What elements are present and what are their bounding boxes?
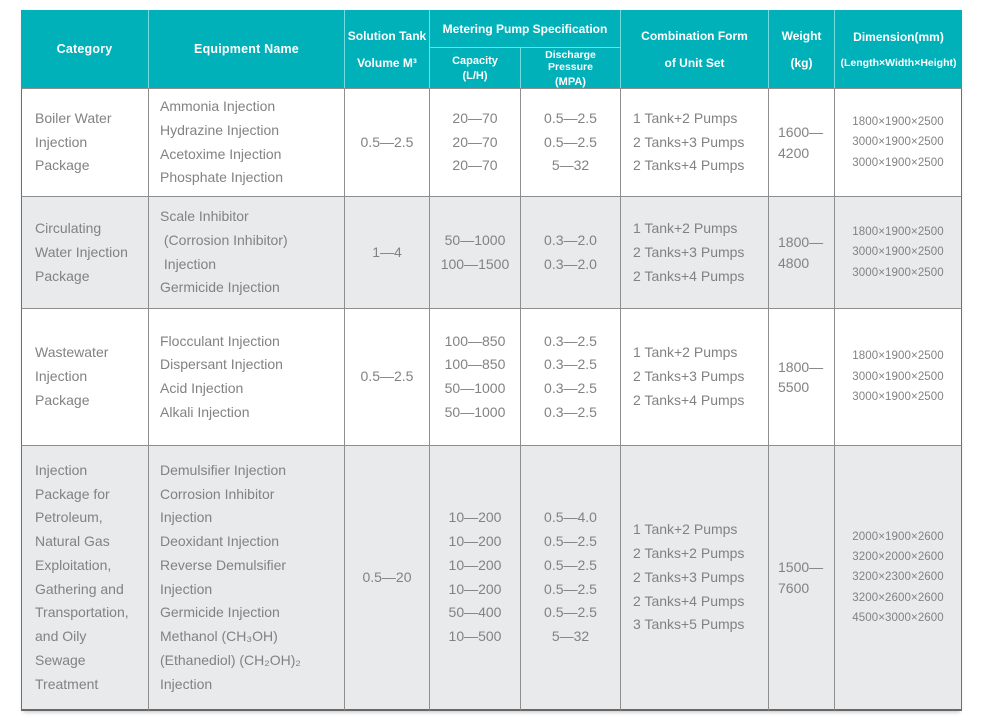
cell-combination-form: 1 Tank+2 Pumps 2 Tanks+2 Pumps 2 Tanks+3… — [621, 446, 770, 712]
cell-tank-volume: 0.5—2.5 — [345, 309, 430, 447]
table-row-wastewater: Wastewater Injection Package Flocculant … — [21, 309, 963, 447]
injection-package-spec-table: Category Equipment Name Solution Tank Vo… — [21, 10, 963, 712]
table-body: Boiler Water Injection Package Ammonia I… — [21, 88, 963, 712]
cell-discharge-pressure: 0.3—2.5 0.3—2.5 0.3—2.5 0.3—2.5 — [521, 309, 622, 447]
header-combination-form: Combination Form of Unit Set — [621, 10, 770, 88]
header-category: Category — [21, 10, 149, 88]
header-pump-spec-label: Metering Pump Specification — [442, 21, 608, 36]
cell-category: Wastewater Injection Package — [21, 309, 149, 447]
header-capacity-line1: Capacity — [452, 54, 498, 67]
cell-category: Boiler Water Injection Package — [21, 88, 149, 198]
table-header: Category Equipment Name Solution Tank Vo… — [21, 10, 963, 88]
cell-category: Circulating Water Injection Package — [21, 197, 149, 310]
cell-equipment-name: Flocculant Injection Dispersant Injectio… — [149, 309, 345, 447]
cell-category: Injection Package for Petroleum, Natural… — [21, 446, 149, 712]
cell-weight: 1800— 4800 — [769, 197, 836, 310]
header-solution-tank-volume: Solution Tank Volume M³ — [345, 10, 430, 88]
table-row-petroleum-injection: Injection Package for Petroleum, Natural… — [21, 446, 963, 712]
cell-equipment-name: Ammonia Injection Hydrazine Injection Ac… — [149, 88, 345, 198]
header-dimension-line2: (Length×Width×Height) — [840, 56, 957, 69]
cell-dimension: 1800×1900×2500 3000×1900×2500 3000×1900×… — [835, 309, 963, 447]
header-solution-tank-line1: Solution Tank — [347, 28, 427, 43]
header-capacity-line2: (L/H) — [462, 69, 488, 82]
cell-combination-form: 1 Tank+2 Pumps 2 Tanks+3 Pumps 2 Tanks+4… — [621, 197, 770, 310]
cell-capacity: 100—850 100—850 50—1000 50—1000 — [430, 309, 521, 447]
cell-capacity: 50—1000 100—1500 — [430, 197, 521, 310]
cell-tank-volume: 0.5—20 — [345, 446, 430, 712]
cell-discharge-pressure: 0.5—2.5 0.5—2.5 5—32 — [521, 88, 622, 198]
header-solution-tank-line2: Volume M³ — [357, 55, 417, 70]
header-combination-line2: of Unit Set — [664, 55, 725, 70]
header-discharge-line1: Discharge Pressure — [545, 48, 596, 73]
header-capacity: Capacity (L/H) — [430, 48, 521, 88]
cell-capacity: 10—200 10—200 10—200 10—200 50—400 10—50… — [430, 446, 521, 712]
header-category-label: Category — [56, 42, 113, 56]
header-dimension-line1: Dimension(mm) — [853, 29, 944, 44]
header-combination-line1: Combination Form — [641, 28, 748, 43]
header-dimension: Dimension(mm) (Length×Width×Height) — [835, 10, 963, 88]
cell-dimension: 1800×1900×2500 3000×1900×2500 3000×1900×… — [835, 88, 963, 198]
header-weight-line1: Weight — [781, 28, 822, 43]
cell-equipment-name: Scale Inhibitor (Corrosion Inhibitor) In… — [149, 197, 345, 310]
header-equipment-name: Equipment Name — [149, 10, 345, 88]
cell-dimension: 2000×1900×2600 3200×2000×2600 3200×2300×… — [835, 446, 963, 712]
header-weight: Weight (kg) — [769, 10, 836, 88]
cell-dimension: 1800×1900×2500 3000×1900×2500 3000×1900×… — [835, 197, 963, 310]
cell-combination-form: 1 Tank+2 Pumps 2 Tanks+3 Pumps 2 Tanks+4… — [621, 309, 770, 447]
cell-weight: 1800— 5500 — [769, 309, 836, 447]
cell-discharge-pressure: 0.3—2.0 0.3—2.0 — [521, 197, 622, 310]
cell-weight: 1600— 4200 — [769, 88, 836, 198]
cell-tank-volume: 0.5—2.5 — [345, 88, 430, 198]
cell-tank-volume: 1—4 — [345, 197, 430, 310]
header-metering-pump-spec: Metering Pump Specification — [430, 10, 622, 48]
header-equipment-label: Equipment Name — [194, 42, 299, 56]
cell-equipment-name: Demulsifier Injection Corrosion Inhibito… — [149, 446, 345, 712]
header-weight-line2: (kg) — [790, 55, 813, 70]
cell-discharge-pressure: 0.5—4.0 0.5—2.5 0.5—2.5 0.5—2.5 0.5—2.5 … — [521, 446, 622, 712]
header-discharge-pressure: Discharge Pressure (MPA) — [521, 48, 622, 88]
cell-capacity: 20—70 20—70 20—70 — [430, 88, 521, 198]
table-row-circulating-water: Circulating Water Injection Package Scal… — [21, 197, 963, 310]
table-row-boiler-water: Boiler Water Injection Package Ammonia I… — [21, 88, 963, 198]
cell-weight: 1500— 7600 — [769, 446, 836, 712]
header-discharge-line2: (MPA) — [555, 75, 586, 88]
cell-combination-form: 1 Tank+2 Pumps 2 Tanks+3 Pumps 2 Tanks+4… — [621, 88, 770, 198]
